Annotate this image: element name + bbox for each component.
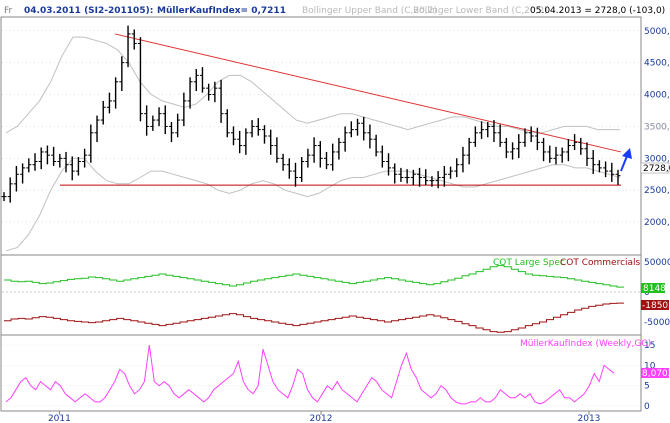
index-value-box [641, 368, 669, 378]
bollinger-value-label: 3500,0 [644, 122, 670, 132]
x-axis: 2011 2012 2013 [48, 411, 600, 423]
last-price-label: 05.04.2013 = 2728,0 (-103,0) [530, 6, 665, 16]
x-tick-label: 2012 [310, 414, 333, 423]
cot-large-spec-value: 8148 [643, 284, 666, 294]
price-value: 2728,0 [643, 164, 670, 174]
legend-bollinger-upper: Bollinger Upper Band (C,20,2) [302, 6, 437, 16]
bollinger-lower-band [5, 157, 621, 252]
price-tick-label: 4500,0 [644, 59, 670, 69]
bollinger-upper-band [5, 36, 620, 134]
cot-plot: 500000-50000 [2, 258, 670, 333]
cot-large-spec-legend: COT Large Spec [493, 258, 565, 268]
price-axis: 2000,0 2500,0 3000,0 3500,0 4000,0 4500,0 5000… [644, 27, 670, 228]
price-tick-label: 3000,0 [644, 154, 670, 164]
cot-tick-label: 50000 [644, 258, 670, 268]
cot-tick-label: -50000 [644, 318, 670, 328]
price-tick-label: 5000,0 [644, 27, 670, 37]
price-tick-label: 4000,0 [644, 91, 670, 101]
cot-large-spec-value-box [641, 283, 665, 293]
header-prefix: Fr [4, 6, 13, 16]
index-plot: 0 5 10 15 [2, 341, 656, 412]
header-date-info: 04.03.2011 (SI2-201105): [24, 6, 153, 16]
cot-commercials-value: -18503 [642, 301, 670, 311]
index-tick-label: 10 [644, 361, 656, 371]
price-tick-label: 2000,0 [644, 218, 670, 228]
price-tick-label: 3500,0 [644, 122, 670, 132]
price-trendlines [60, 33, 622, 186]
blue-arrow-icon [620, 148, 632, 172]
price-value-box [640, 162, 670, 174]
index-tick-label: 0 [644, 402, 650, 412]
x-tick-label: 2011 [48, 414, 71, 423]
index-legend: MüllerKaufIndex (Weekly,GC) [520, 339, 651, 349]
index-tick-label: 15 [644, 341, 655, 351]
cot-commercials-legend: COT Commercials [560, 258, 641, 268]
price-bars [1, 25, 621, 203]
cot-commercials-value-box [641, 300, 669, 310]
index-tick-label: 5 [644, 382, 650, 392]
cot-large-spec-line [4, 265, 624, 288]
resistance-trendline [114, 33, 622, 153]
bollinger-bands [5, 36, 621, 252]
legend-bollinger-lower: Bollinger Lower Band (C,20,2) [413, 6, 548, 16]
index-value: 8,0703 [642, 369, 670, 379]
header-indicator: MüllerKaufIndex= 0,7211 [157, 6, 286, 16]
index-line [5, 345, 615, 405]
x-tick-label: 2013 [578, 414, 601, 423]
price-tick-label: 2500,0 [644, 186, 670, 196]
cot-commercials-line [4, 302, 624, 333]
